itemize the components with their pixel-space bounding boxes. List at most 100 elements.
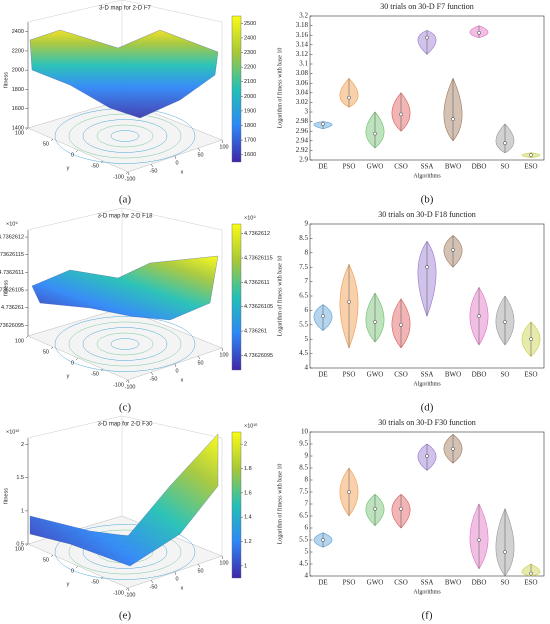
y-tick-label: -100 [113,174,124,180]
z-tick-label: 2200 [12,48,24,54]
colorbar-tick-label: 1800 [244,123,256,129]
y-tick-label: 9 [305,220,309,228]
y-tick-label: 100 [15,130,24,136]
surface [29,29,219,119]
x-tick-label: SO [501,579,510,587]
y-tick-label: 4 [305,364,309,372]
panel: 3-D map for 2-D F18 4.73626095 4.736261 4.7… [0,207,273,414]
x-tick-label: ESO [524,163,537,171]
contour [110,338,140,350]
y-tick-label: 2.92 [296,146,309,154]
y-axis-label: y [67,581,70,587]
x-tick-label: PSO [343,579,356,587]
y-tick [75,357,79,361]
y-tick-label: 3.12 [296,50,309,58]
median [321,122,325,126]
x-tick [151,371,153,376]
y-tick-label: 10 [301,428,309,436]
y-tick-label: -100 [113,382,124,388]
y-tick-label: 6.5 [299,512,308,520]
x-axis-label: x [181,585,184,591]
y-tick-label: 8.5 [299,234,308,242]
median [529,571,533,576]
z-tick-label: 4.7362612 [0,235,24,241]
z-tick-label: 1800 [12,87,24,93]
contour [82,119,168,153]
colorbar-tick-label: 1900 [244,108,256,114]
median [451,248,455,252]
y-tick [50,346,54,350]
y-tick-label: 8 [305,248,309,256]
x-tick-label: SSA [421,163,434,171]
y-tick-label: 6 [305,306,309,314]
y-tick-label: 3.06 [296,79,309,87]
y-tick [25,127,29,131]
colorbar-tick-label: 4.73626095 [244,353,273,359]
contour [68,113,182,159]
x-tick [174,363,177,368]
colorbar-tick-label: 1.2 [244,539,252,545]
x-tick [127,171,130,176]
y-axis-label: y [67,165,70,171]
x-tick-label: SSA [421,579,434,587]
z-tick-label: 2400 [12,29,24,35]
colorbar-tick-label: 2 [244,442,247,448]
y-tick [125,379,129,383]
y-tick-label: 50 [43,349,49,355]
x-tick [174,155,177,160]
median [451,117,455,122]
z-tick-label: 1 [21,508,24,514]
y-tick-label: 7.5 [299,488,308,496]
contour [68,529,182,575]
y-tick-label: 3.18 [296,21,309,29]
x-tick-label: PSO [343,371,356,379]
panel-label: (f) [422,610,433,622]
x-tick-label: CSO [394,579,408,587]
y-tick-label: 5.5 [299,536,308,544]
z-axis-label: fitness [3,488,9,504]
y-tick [25,335,29,339]
y-tick-label: -50 [91,371,99,377]
x-axis-label: Algorithms [413,173,441,179]
colorbar-tick-label: 1 [244,563,247,569]
x-tick-label: DBO [472,579,487,587]
plot-title: 3-D map for 2-D F18 [97,214,153,220]
contour [96,124,154,148]
z-axis-label: fitness [3,280,9,296]
y-tick-label: 50 [43,141,49,147]
plot-title: 30 trials on 30-D F7 function [380,2,474,11]
x-tick-label: -100 [124,176,135,182]
contour [96,332,154,356]
y-tick-label: 9 [305,452,309,460]
plot-title: 30 trials on 30-D F18 function [378,210,476,219]
y-tick-label: 7 [305,500,309,508]
x-tick-label: 100 [219,352,228,358]
x-tick [151,579,153,584]
y-tick [75,565,79,569]
colorbar-tick-label: 2000 [244,94,256,100]
floor [27,307,223,381]
x-tick-label: SO [501,371,510,379]
x-tick [221,555,224,560]
y-tick [125,171,129,175]
median [503,141,507,146]
colorbar-tick-label: 4.736261 [244,329,267,335]
y-tick [50,554,54,558]
x-axis-label: x [181,169,184,175]
y-tick [100,368,104,372]
y-tick-label: 50 [43,557,49,563]
median [373,506,377,511]
y-tick-label: 100 [15,546,24,552]
x-tick-label: SO [501,163,510,171]
x-tick [127,379,130,384]
median [451,446,455,451]
panel-label: (c) [119,402,132,414]
y-tick-label: 4 [305,572,309,580]
x-tick-label: -100 [124,384,135,390]
y-tick-label: 3.02 [296,98,309,106]
z-tick-label: 4.73626105 [0,288,24,294]
y-tick-label: 2.96 [296,127,309,135]
y-tick-label: 4.5 [299,560,308,568]
panel: 3-D map for 2-D F30 0.5 1 1.5 2 fitness ×10¹⁰ -… [3,415,258,622]
colorbar-tick-label: 4.7362612 [244,231,270,237]
